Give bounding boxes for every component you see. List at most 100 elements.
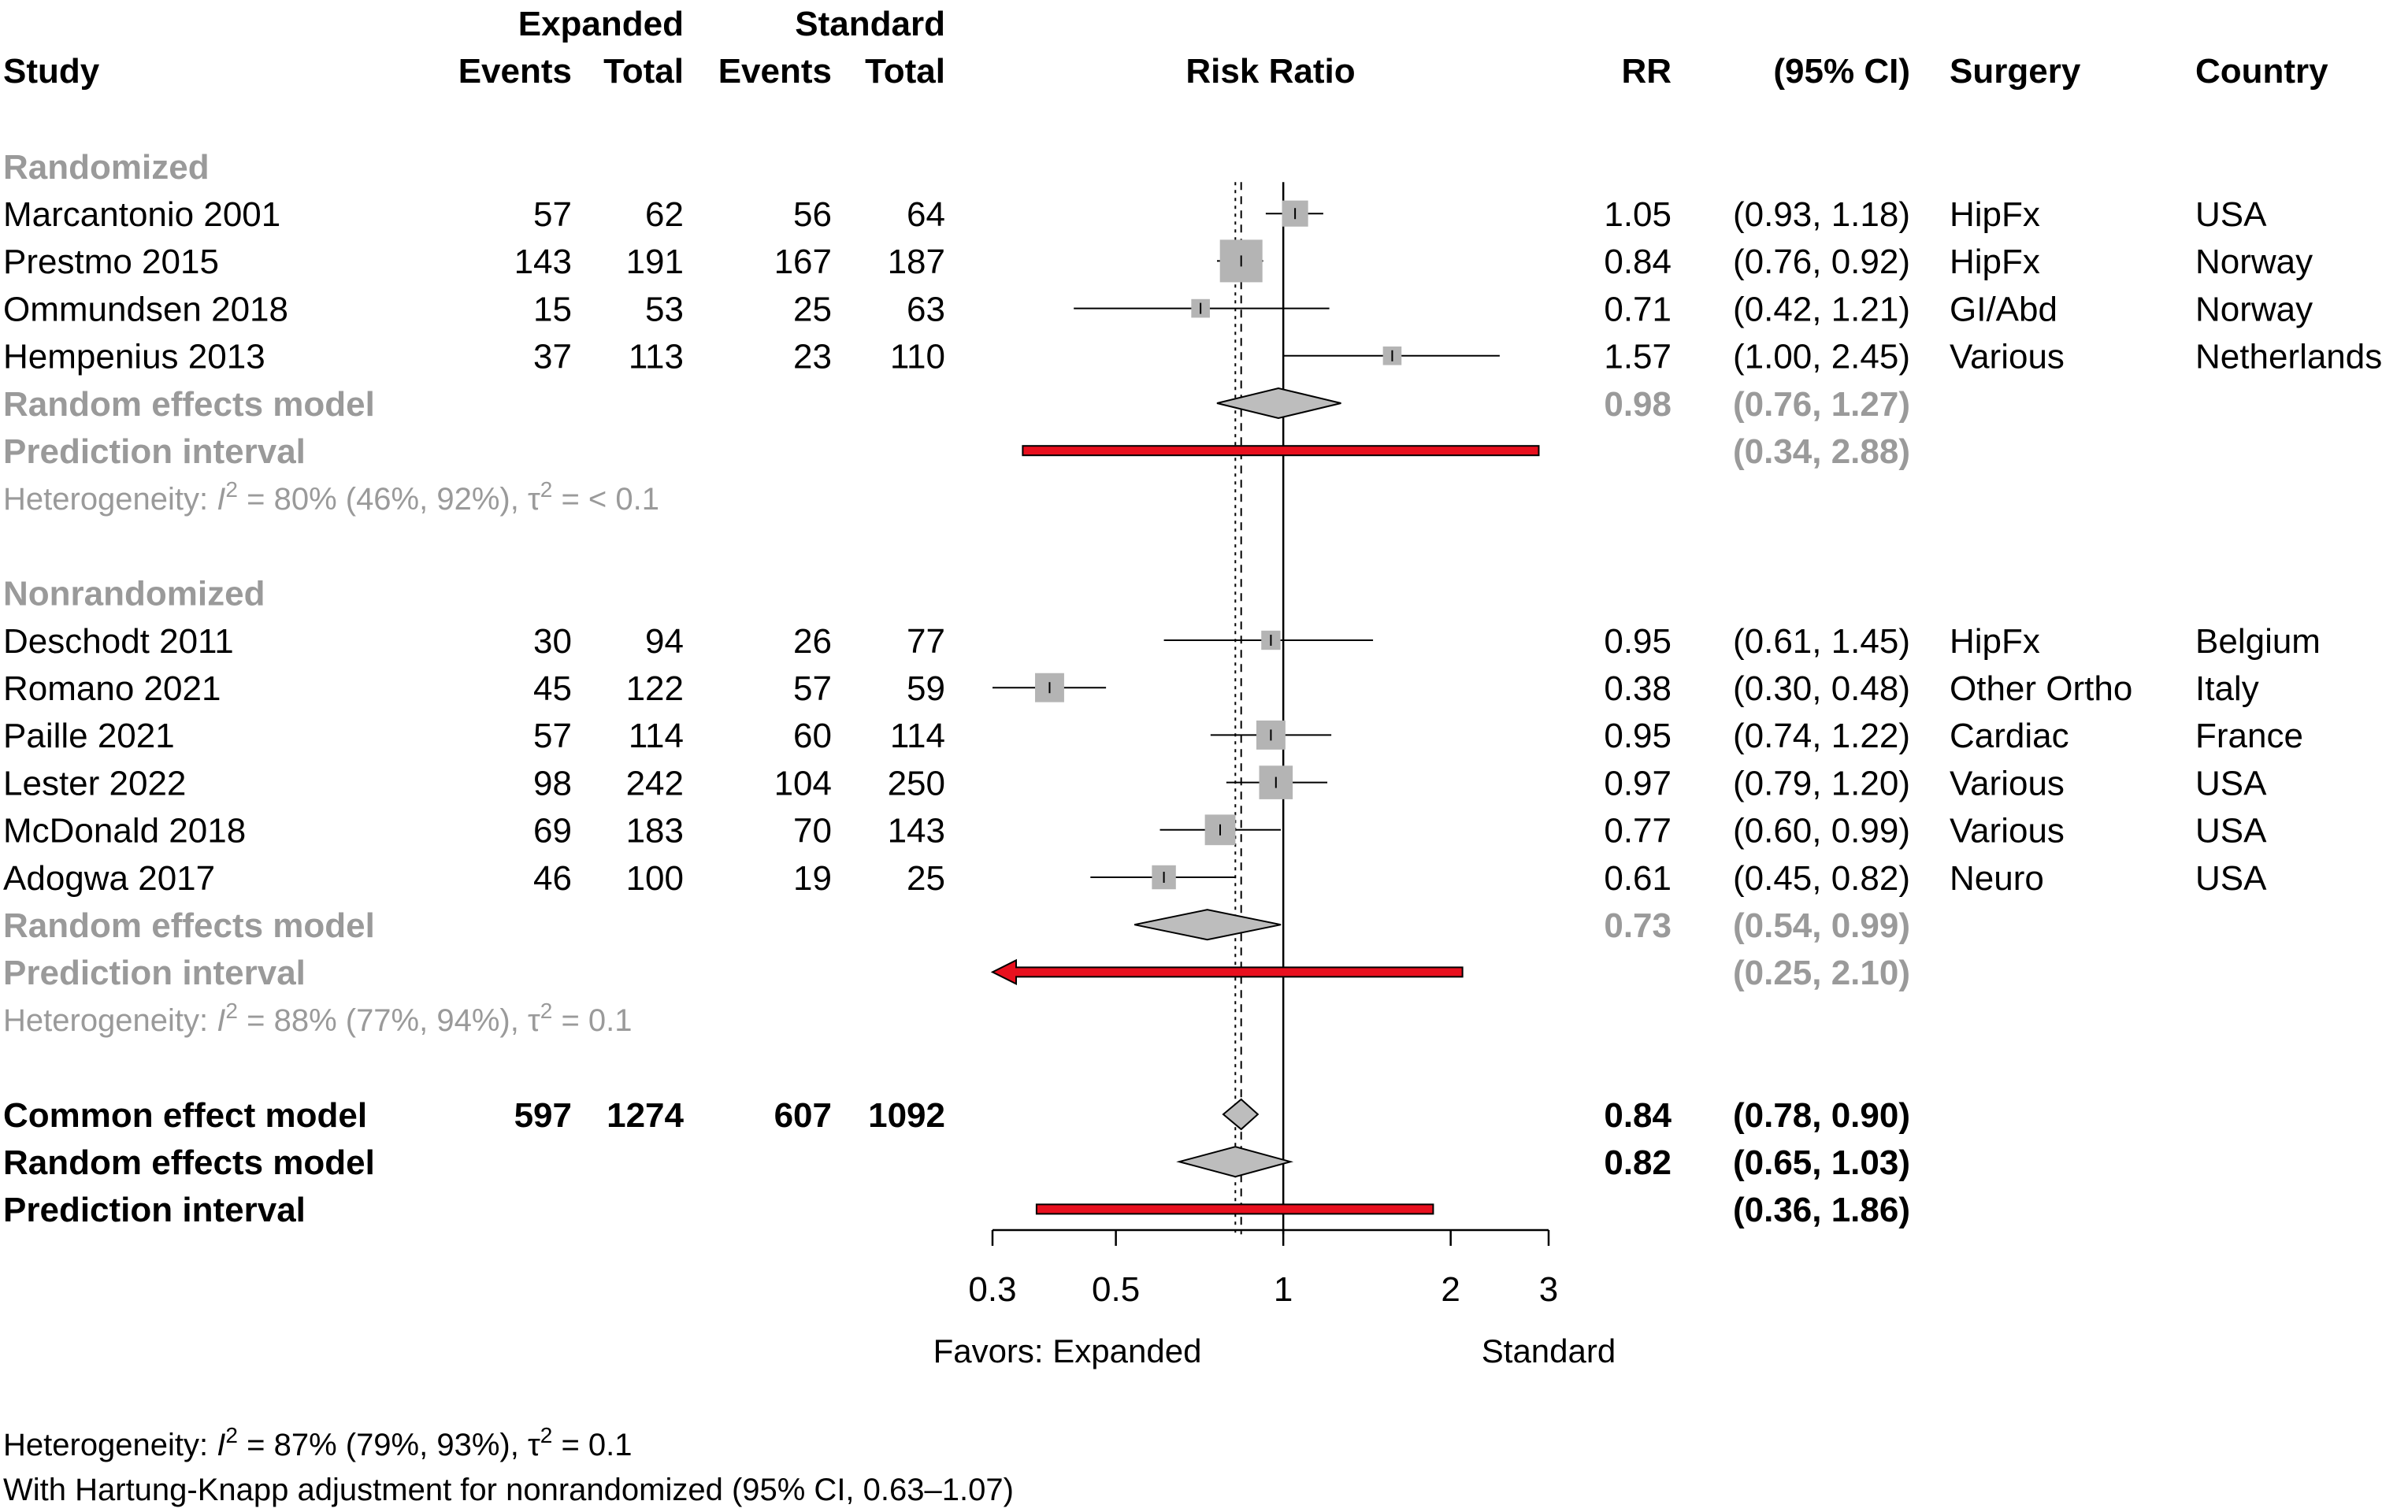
- axis-tick-label: 0.3: [968, 1270, 1016, 1309]
- header-risk-ratio: Risk Ratio: [1185, 52, 1355, 91]
- surgery: Other Ortho: [1950, 669, 2132, 708]
- study-name: Prestmo 2015: [3, 243, 219, 281]
- standard-events: 26: [793, 622, 832, 661]
- group-heterogeneity: Heterogeneity: I2 = 80% (46%, 92%), τ2 =…: [3, 477, 659, 517]
- overall-expanded-total: 1274: [607, 1096, 684, 1135]
- expanded-events: 57: [533, 195, 572, 234]
- overall-random-label: Random effects model: [3, 1143, 375, 1182]
- overall-prediction-bar: [1035, 1203, 1434, 1215]
- rr-value: 0.38: [1604, 669, 1672, 708]
- footer-note: With Hartung-Knapp adjustment for nonran…: [3, 1473, 1014, 1507]
- expanded-events: 69: [533, 812, 572, 850]
- expanded-events: 98: [533, 764, 572, 802]
- overall-random-rr: 0.82: [1604, 1143, 1672, 1182]
- ci-value: (0.45, 0.82): [1733, 859, 1910, 898]
- overall-random-ci: (0.65, 1.03): [1733, 1143, 1910, 1182]
- overall-standard-events: 607: [774, 1096, 832, 1135]
- standard-events: 167: [774, 243, 832, 281]
- country: France: [2195, 717, 2303, 755]
- prediction-label: Prediction interval: [3, 954, 306, 992]
- country: Italy: [2195, 669, 2259, 708]
- rr-value: 0.95: [1604, 622, 1672, 661]
- country: USA: [2195, 859, 2267, 898]
- expanded-total: 191: [626, 243, 684, 281]
- standard-total: 250: [888, 764, 945, 802]
- standard-total: 110: [890, 338, 945, 376]
- footer: Heterogeneity: I2 = 87% (79%, 93%), τ2 =…: [3, 1423, 1014, 1507]
- favors-right-label: Standard: [1482, 1332, 1616, 1369]
- heterogeneity-rest: = 88% (77%, 94%), τ: [238, 1003, 540, 1038]
- overall-expanded-events: 597: [514, 1096, 572, 1135]
- random-effects-rr: 0.98: [1604, 385, 1672, 424]
- ci-value: (0.74, 1.22): [1733, 717, 1910, 755]
- expanded-events: 57: [533, 717, 572, 755]
- overall-standard-total: 1092: [868, 1096, 945, 1135]
- heterogeneity-tail: = 0.1: [552, 1003, 632, 1038]
- surgery: HipFx: [1950, 622, 2040, 661]
- study-name: Hempenius 2013: [3, 338, 265, 376]
- header-country: Country: [2195, 52, 2328, 91]
- prediction-ci: (0.34, 2.88): [1733, 432, 1910, 471]
- standard-total: 63: [907, 290, 945, 328]
- rr-value: 1.05: [1604, 195, 1672, 234]
- header-standard-group: Standard: [795, 5, 945, 43]
- heterogeneity-i2: I: [217, 482, 225, 517]
- header-standard-events: Events: [718, 52, 832, 91]
- random-effects-ci: (0.76, 1.27): [1733, 385, 1910, 424]
- country: Norway: [2195, 290, 2313, 328]
- expanded-events: 45: [533, 669, 572, 708]
- expanded-total: 113: [629, 338, 684, 376]
- study-name: Marcantonio 2001: [3, 195, 280, 234]
- surgery: Various: [1950, 338, 2065, 376]
- heterogeneity-i2: I: [217, 1003, 225, 1038]
- heterogeneity-sup: 2: [225, 999, 238, 1023]
- ci-value: (0.60, 0.99): [1733, 812, 1910, 850]
- expanded-events: 15: [533, 290, 572, 328]
- random-effects-label: Random effects model: [3, 385, 375, 424]
- country: Netherlands: [2195, 338, 2382, 376]
- rr-value: 0.97: [1604, 764, 1672, 802]
- heterogeneity-tau_sup: 2: [540, 477, 553, 502]
- rr-value: 1.57: [1604, 338, 1672, 376]
- header-rr: RR: [1621, 52, 1672, 91]
- ci-value: (1.00, 2.45): [1733, 338, 1910, 376]
- expanded-total: 100: [626, 859, 684, 898]
- standard-events: 70: [793, 812, 832, 850]
- heterogeneity-prefix: Heterogeneity:: [3, 1003, 217, 1038]
- standard-events: 60: [793, 717, 832, 755]
- common-effect-rr: 0.84: [1604, 1096, 1672, 1135]
- ci-value: (0.42, 1.21): [1733, 290, 1910, 328]
- country: USA: [2195, 812, 2267, 850]
- standard-total: 59: [907, 669, 945, 708]
- common-effect-label: Common effect model: [3, 1096, 367, 1135]
- rr-value: 0.77: [1604, 812, 1672, 850]
- country: USA: [2195, 195, 2267, 234]
- rr-value: 0.61: [1604, 859, 1672, 898]
- standard-events: 19: [793, 859, 832, 898]
- subgroup-diamond: [1216, 387, 1341, 420]
- surgery: GI/Abd: [1950, 290, 2057, 328]
- header-expanded-events: Events: [458, 52, 572, 91]
- axis-tick-label: 1: [1274, 1270, 1293, 1309]
- heterogeneity-tail: = < 0.1: [552, 482, 659, 517]
- heterogeneity-tau_sup: 2: [540, 999, 553, 1023]
- header-study: Study: [3, 52, 100, 91]
- prediction-label: Prediction interval: [3, 432, 306, 471]
- reference-lines: [1234, 182, 1285, 1235]
- common-effect-ci: (0.78, 0.90): [1733, 1096, 1910, 1135]
- random-effects-label: Random effects model: [3, 906, 375, 945]
- ci-value: (0.76, 0.92): [1733, 243, 1910, 281]
- study-name: Deschodt 2011: [3, 622, 234, 661]
- standard-total: 114: [890, 717, 945, 755]
- rr-value: 0.71: [1604, 290, 1672, 328]
- overall-prediction-label: Prediction interval: [3, 1191, 306, 1229]
- surgery: Neuro: [1950, 859, 2044, 898]
- group-title: Randomized: [3, 148, 210, 187]
- axis-tick-label: 0.5: [1092, 1270, 1140, 1309]
- expanded-events: 143: [514, 243, 572, 281]
- surgery: HipFx: [1950, 195, 2040, 234]
- expanded-events: 30: [533, 622, 572, 661]
- header-ci: (95% CI): [1773, 52, 1910, 91]
- group-title: Nonrandomized: [3, 575, 265, 613]
